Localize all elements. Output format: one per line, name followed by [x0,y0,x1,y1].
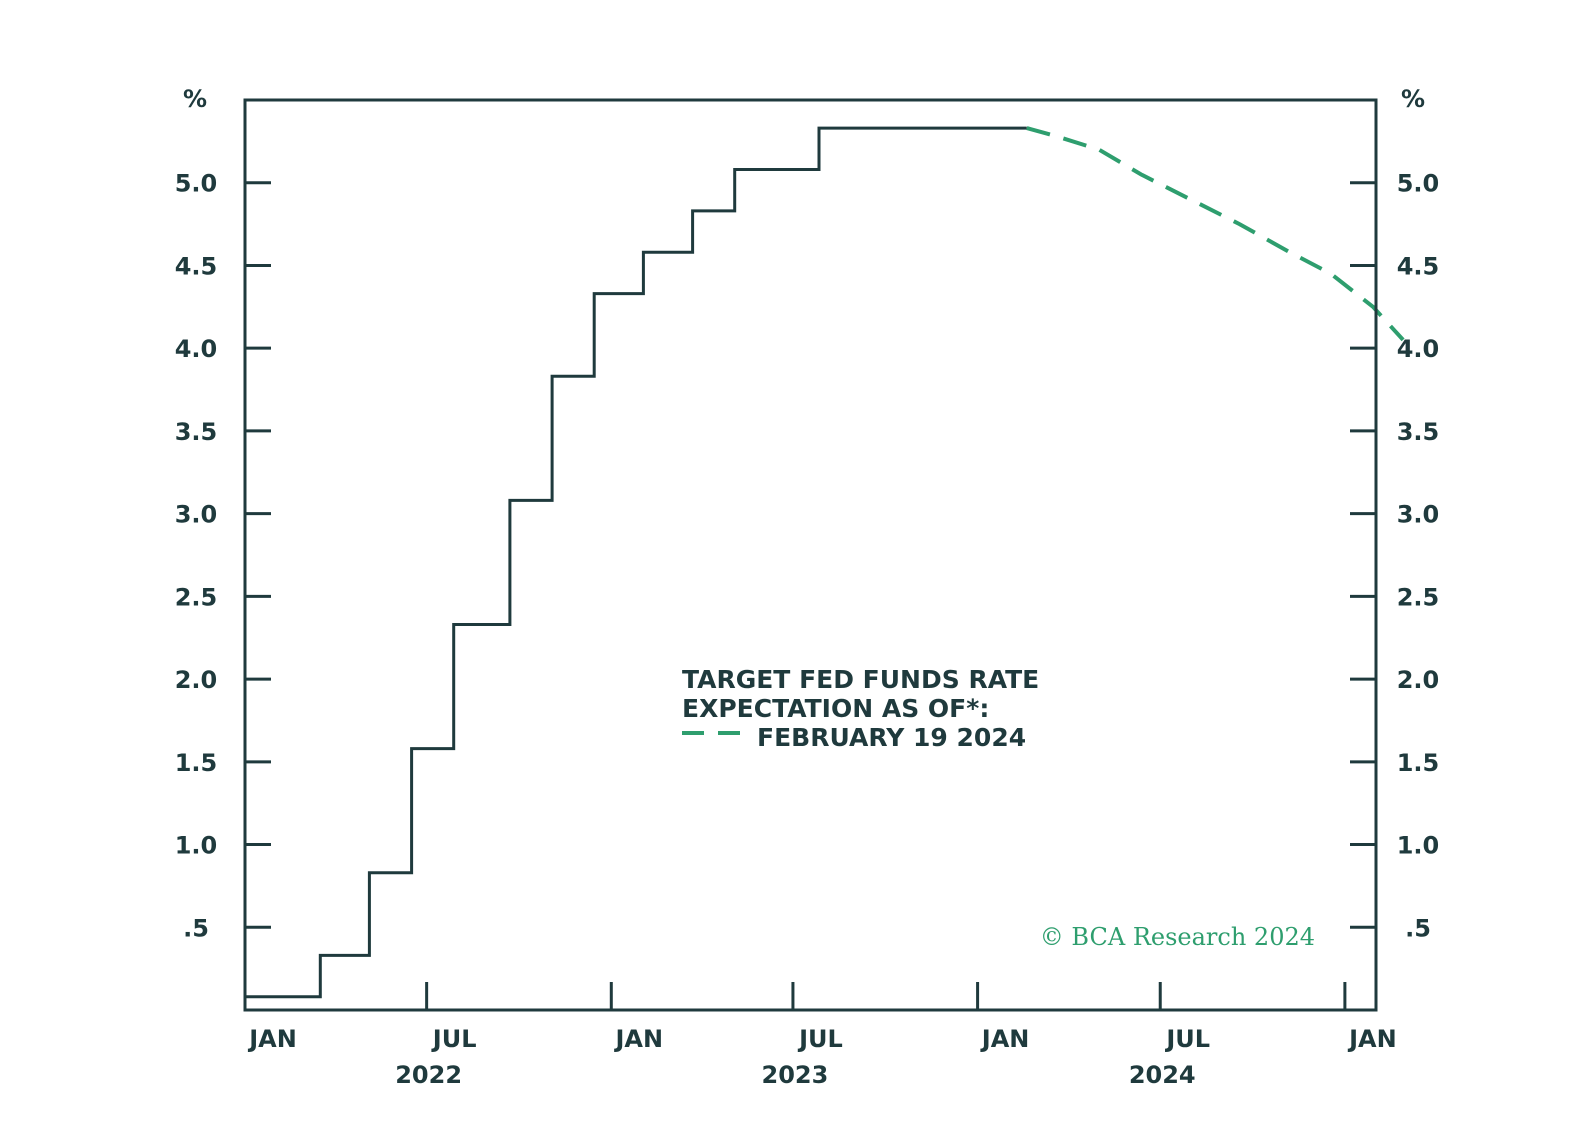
x-tick-label: JAN [1347,1025,1397,1053]
y-tick-label-right: 5.0 [1397,170,1440,198]
x-tick-label: JUL [1164,1025,1210,1053]
legend-title-line2: EXPECTATION AS OF*: [682,694,989,723]
x-tick-label: JUL [431,1025,477,1053]
x-tick-label: JAN [980,1025,1030,1053]
y-ticks-left: .5 1.0 1.5 2.0 2.5 3.0 3.5 4.0 4.5 5.0 [175,170,271,942]
y-ticks-right: .5 1.0 1.5 2.0 2.5 3.0 3.5 4.0 4.5 5.0 [1350,170,1440,942]
y-tick-label-left: 2.0 [175,666,218,694]
y-tick-label-left: 4.5 [175,252,218,280]
y-tick-label-left: .5 [183,914,209,942]
y-tick-label-left: 5.0 [175,170,218,198]
y-tick-label-right: 4.0 [1397,335,1440,363]
x-ticks: JAN JUL JAN JUL JAN JUL JAN 2022 2023 2024 [247,982,1397,1089]
expectation-dashed-line [1026,126,1405,342]
legend-entry-label: FEBRUARY 19 2024 [757,723,1026,752]
y-tick-label-right: 4.5 [1397,252,1440,280]
x-year-label: 2022 [395,1061,462,1089]
y-tick-label-right: 3.5 [1397,418,1440,446]
y-tick-label-right: 1.5 [1397,749,1440,777]
series-layer [245,126,1405,999]
x-tick-label: JAN [247,1025,297,1053]
y-tick-label-right: 2.0 [1397,666,1440,694]
y-tick-label-left: 4.0 [175,335,218,363]
x-tick-label: JUL [797,1025,843,1053]
copyright-text: © BCA Research 2024 [1040,923,1315,951]
y-tick-label-left: 3.5 [175,418,218,446]
y-tick-label-right: 2.5 [1397,583,1440,611]
y-axis-label-right: % [1401,85,1425,113]
x-year-label: 2023 [762,1061,829,1089]
y-tick-label-left: 2.5 [175,583,218,611]
legend: TARGET FED FUNDS RATE EXPECTATION AS OF*… [682,665,1039,752]
y-tick-label-left: 1.5 [175,749,218,777]
y-tick-label-right: 3.0 [1397,501,1440,529]
fed-funds-rate-line [245,126,1027,999]
y-tick-label-left: 1.0 [175,832,218,860]
plot-frame [243,98,1378,1012]
x-year-label: 2024 [1129,1061,1196,1089]
x-tick-label: JAN [613,1025,663,1053]
y-tick-label-right: 1.0 [1397,832,1440,860]
legend-title-line1: TARGET FED FUNDS RATE [682,665,1039,694]
y-axis-label-left: % [183,85,207,113]
y-tick-label-left: 3.0 [175,501,218,529]
y-tick-label-right: .5 [1405,914,1431,942]
